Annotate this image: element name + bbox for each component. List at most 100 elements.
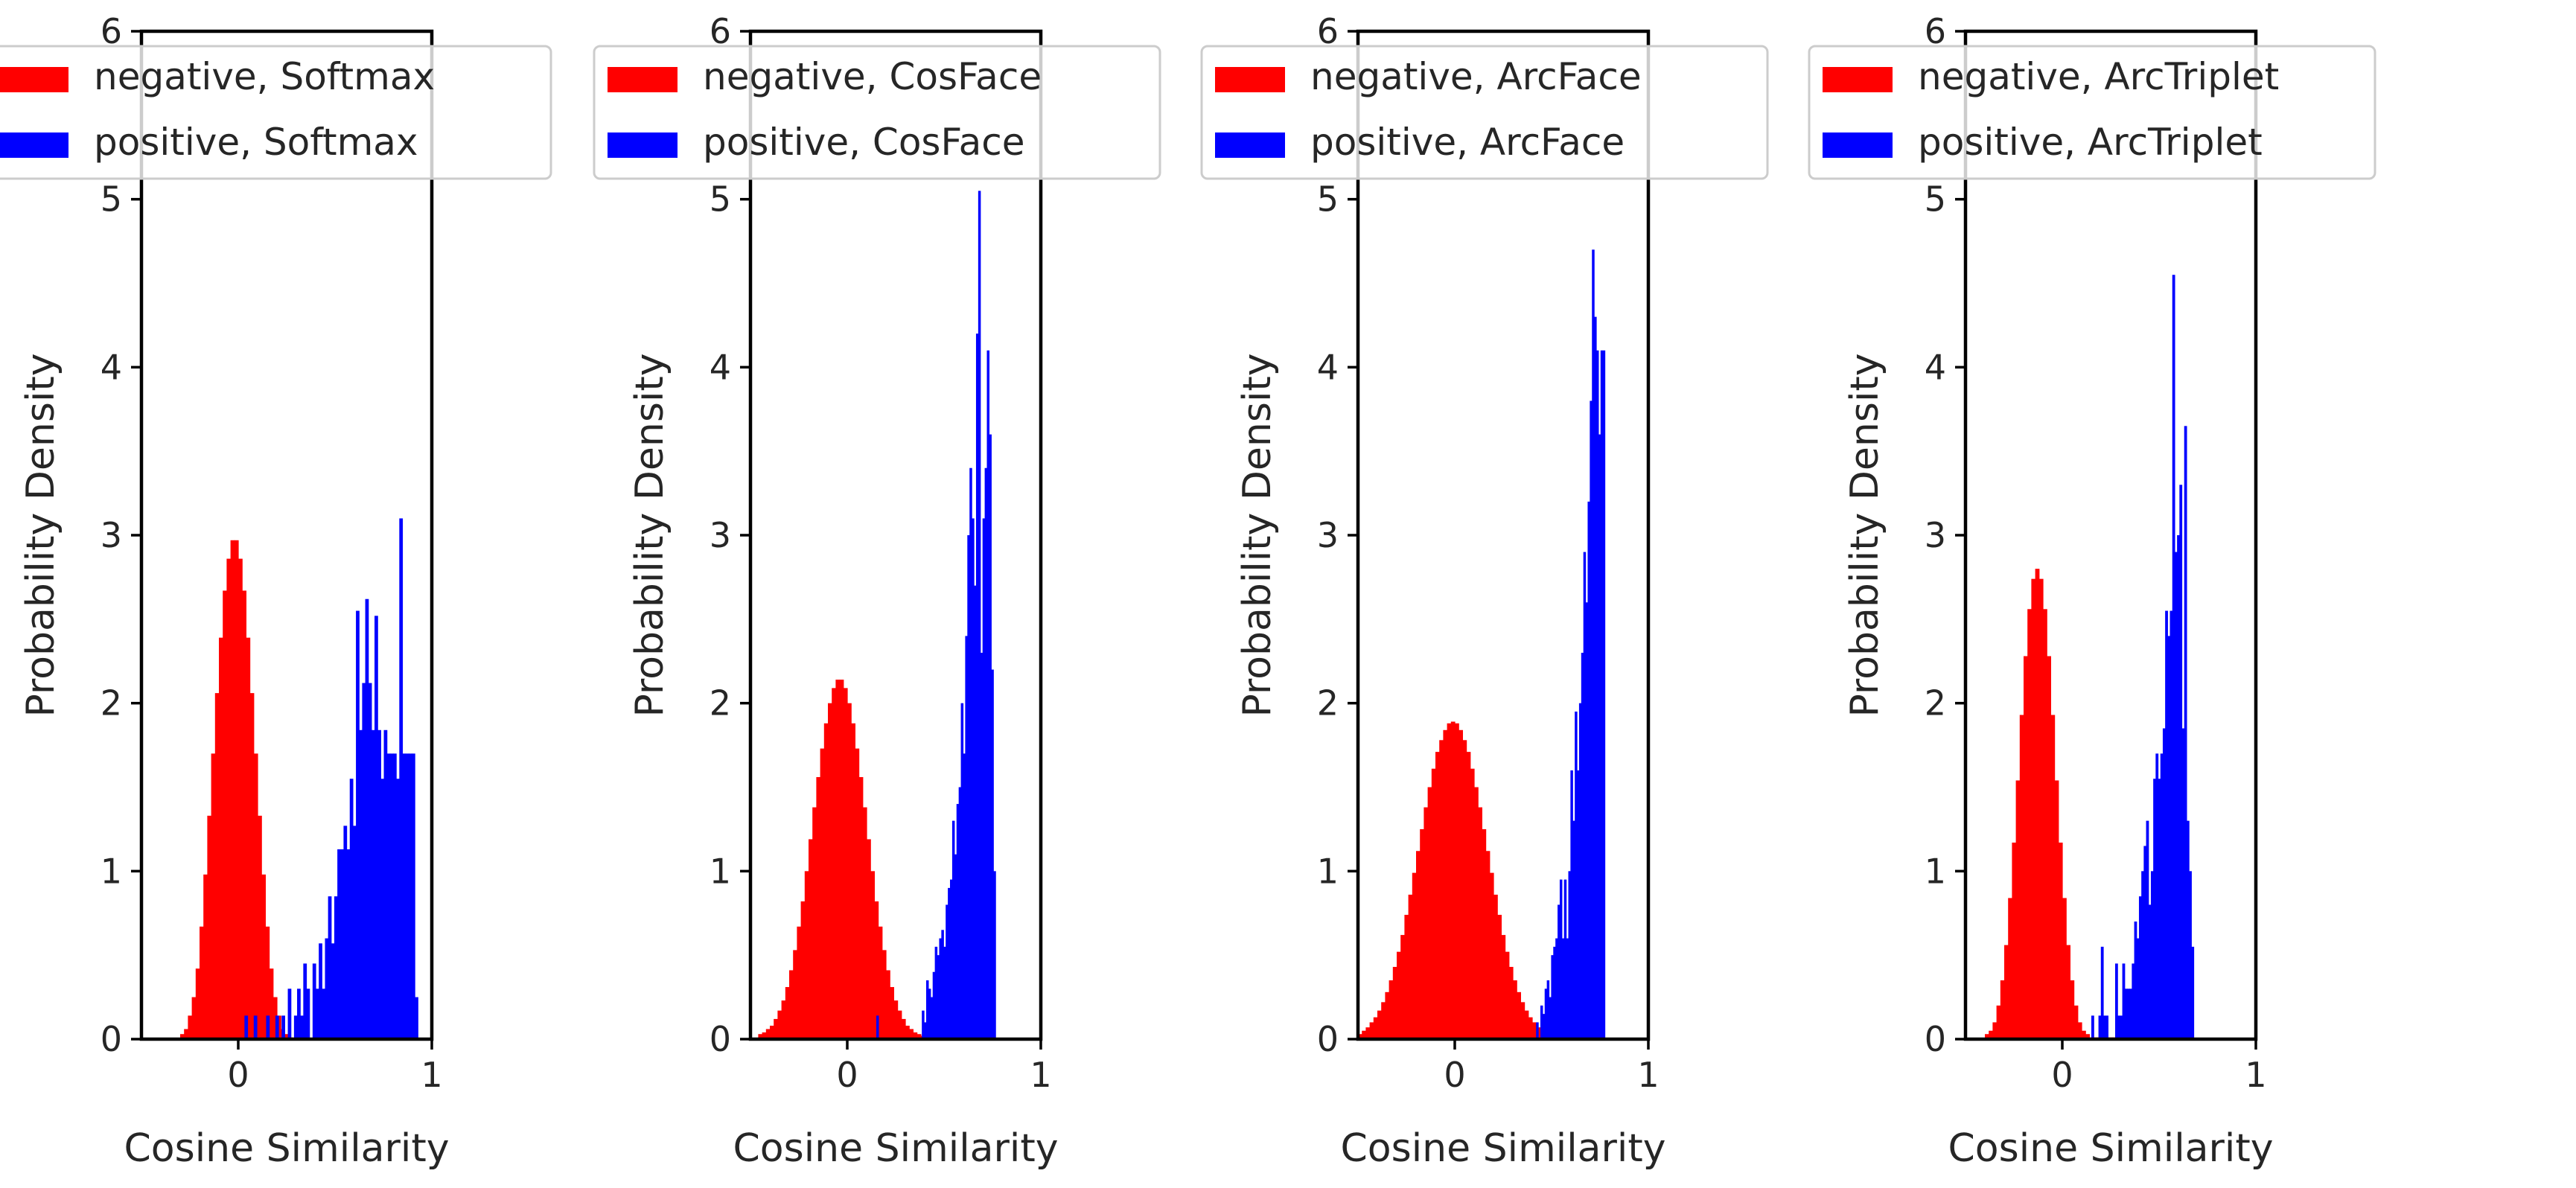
negative-legend-swatch	[0, 67, 68, 92]
negative-bar	[258, 815, 262, 1039]
x-axis-label: Cosine Similarity	[1948, 1126, 2274, 1171]
positive-bar	[2174, 552, 2178, 1039]
positive-bar	[1542, 1014, 1546, 1039]
legend-label: positive, Softmax	[94, 121, 418, 164]
positive-bar	[946, 904, 949, 1039]
y-tick-label: 6	[101, 11, 122, 51]
y-tick-label: 3	[1925, 515, 1946, 555]
positive-bar	[965, 636, 968, 1039]
positive-bar	[937, 955, 940, 1039]
negative-bar	[234, 540, 239, 1039]
positive-bar	[322, 989, 326, 1039]
x-tick-label: 1	[421, 1055, 442, 1095]
positive-bar	[1577, 770, 1580, 1039]
negative-bar	[1482, 828, 1487, 1039]
positive-bar	[924, 1022, 927, 1039]
positive-bar	[963, 753, 966, 1039]
negative-bar	[223, 590, 227, 1039]
positive-bar	[287, 989, 292, 1039]
negative-bar	[2031, 578, 2036, 1039]
positive-bar	[1544, 989, 1548, 1039]
negative-bar	[2058, 842, 2063, 1039]
positive-bar	[1590, 400, 1593, 1039]
negative-bar	[1377, 1010, 1382, 1039]
positive-bar	[2165, 610, 2168, 1039]
positive-bar	[2189, 871, 2192, 1039]
positive-bar	[1598, 434, 1601, 1039]
chart-panel-2: 0 1 2 3 4 5 6 0 1 Cosine Similarity Probability De…	[593, 11, 1161, 1171]
negative-bar	[249, 693, 255, 1039]
x-tick-label: 0	[227, 1055, 249, 1095]
negative-bar	[1458, 729, 1463, 1039]
legend: negative, Softmax positive, Softmax	[0, 45, 552, 180]
negative-bar	[2019, 715, 2024, 1039]
chart-panel-3: 0 1 2 3 4 5 6 0 1 Cosine Similarity Probability De…	[1200, 11, 1769, 1171]
negative-bar	[1474, 787, 1479, 1039]
positive-bar	[1546, 980, 1550, 1039]
positive-bar	[331, 943, 335, 1039]
negative-bar	[1501, 935, 1506, 1039]
negative-bar	[2050, 715, 2056, 1039]
positive-bar	[932, 971, 936, 1039]
negative-bar	[1447, 723, 1452, 1039]
negative-bar	[1408, 894, 1413, 1039]
positive-bar	[2169, 610, 2173, 1039]
positive-bar	[951, 820, 955, 1039]
histogram-bars	[1985, 275, 2195, 1039]
negative-bar	[211, 753, 216, 1039]
y-tick-label: 5	[710, 179, 731, 220]
positive-bar	[974, 585, 977, 1039]
negative-bar	[203, 874, 208, 1039]
negative-bar	[812, 807, 817, 1039]
positive-bar	[2134, 922, 2137, 1039]
positive-bar	[2091, 1015, 2094, 1039]
negative-bar	[2066, 945, 2070, 1039]
negative-bar	[777, 1010, 782, 1039]
negative-bar	[2008, 898, 2012, 1039]
negative-bar	[758, 1034, 763, 1039]
negative-bar	[765, 1029, 771, 1039]
positive-legend-swatch	[1215, 132, 1285, 158]
positive-bar	[399, 518, 404, 1039]
negative-bar	[1358, 1034, 1362, 1039]
x-tick-label: 0	[1444, 1055, 1465, 1095]
legend-label: negative, ArcFace	[1310, 55, 1642, 98]
positive-bar	[393, 753, 397, 1039]
positive-bar	[2172, 275, 2175, 1039]
y-tick-label: 6	[1317, 11, 1339, 51]
positive-bar	[2191, 946, 2195, 1039]
positive-bar	[2117, 1015, 2120, 1039]
positive-bar	[1563, 879, 1567, 1039]
y-tick-label: 0	[101, 1019, 122, 1059]
negative-bar	[886, 970, 890, 1039]
positive-bar	[2132, 963, 2135, 1039]
negative-bar	[1478, 807, 1482, 1039]
negative-bar	[2047, 656, 2051, 1039]
positive-bar	[337, 849, 341, 1039]
negative-bar	[2043, 609, 2047, 1039]
negative-bar	[1373, 1017, 1378, 1039]
negative-bar	[874, 901, 879, 1039]
negative-bar	[277, 1015, 281, 1039]
negative-bar	[188, 1015, 193, 1039]
y-tick-label: 2	[1317, 683, 1339, 724]
negative-bar	[2027, 609, 2032, 1039]
positive-bar	[1587, 501, 1590, 1039]
negative-bar	[800, 901, 806, 1039]
legend-label: positive, ArcTriplet	[1918, 121, 2263, 164]
x-tick-label: 1	[2245, 1055, 2266, 1095]
negative-bar	[1397, 951, 1401, 1039]
positive-bar	[316, 989, 319, 1039]
negative-bar	[2073, 1005, 2079, 1039]
negative-bar	[870, 871, 875, 1039]
negative-bar	[916, 1034, 922, 1039]
negative-legend-swatch	[1823, 67, 1893, 92]
positive-bar	[975, 333, 979, 1039]
negative-bar	[2038, 578, 2044, 1039]
legend-frame	[0, 45, 552, 180]
negative-bar	[1435, 752, 1440, 1039]
negative-bar	[862, 807, 867, 1039]
negative-bar	[858, 776, 864, 1039]
y-tick-label: 3	[101, 515, 122, 555]
positive-bar	[1578, 703, 1582, 1039]
